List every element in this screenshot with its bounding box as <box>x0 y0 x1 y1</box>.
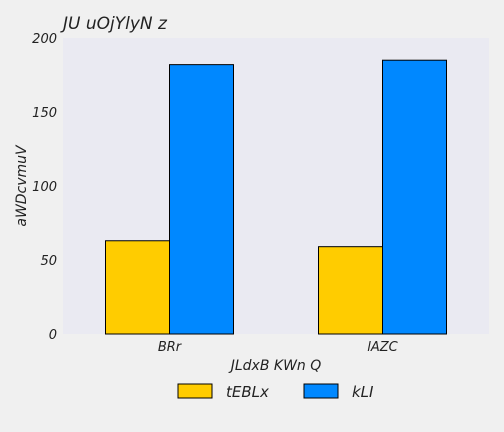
legend-swatch-kLI <box>303 383 339 399</box>
x-axis-label: JLdxB KWn Q <box>228 358 322 374</box>
bar-kLI-BRr <box>169 64 234 335</box>
y-tick-label: 0 <box>49 328 57 343</box>
y-tick-label: 150 <box>32 106 57 121</box>
x-tick-label: BRr <box>158 340 183 355</box>
bar-tEBLx-BRr <box>105 240 170 335</box>
y-tick-label: 50 <box>40 254 57 269</box>
bar-kLI-lAZC <box>382 59 447 335</box>
legend-label-tEBLx: tEBLx <box>226 383 269 401</box>
x-axis-ticks: BRr lAZC <box>158 340 399 355</box>
legend-label-kLI: kLI <box>352 383 374 401</box>
bar-tEBLx-lAZC <box>318 246 383 335</box>
y-tick-label: 100 <box>32 180 57 195</box>
chart-title: JU uOjYlyN z <box>60 14 168 34</box>
y-axis-ticks: 0 50 100 150 200 <box>32 32 57 343</box>
legend: tEBLx kLI <box>177 383 374 401</box>
y-axis-label: aWDcvmuV <box>14 144 30 227</box>
y-tick-label: 200 <box>32 32 57 47</box>
x-tick-label: lAZC <box>367 340 398 355</box>
legend-swatch-tEBLx <box>177 383 213 399</box>
bars <box>105 59 447 335</box>
